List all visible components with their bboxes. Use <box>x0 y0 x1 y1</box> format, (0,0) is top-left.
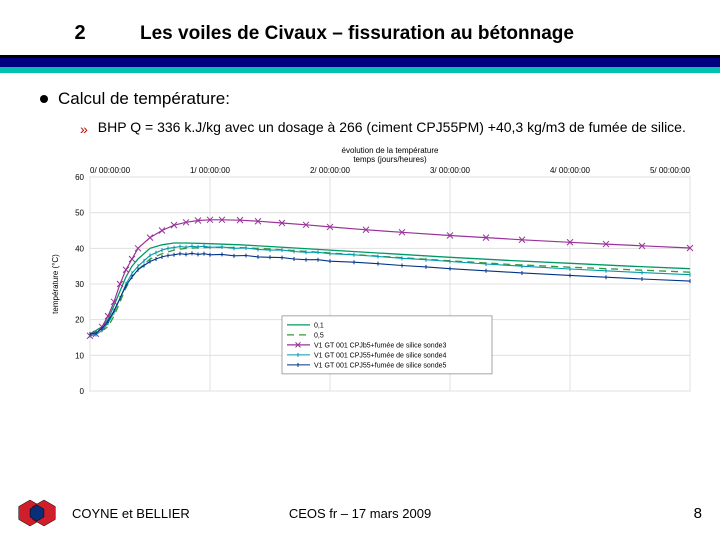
slide: 2 Les voiles de Civaux – fissuration au … <box>0 0 720 540</box>
bullet-dot-icon <box>40 95 48 103</box>
separator-bars <box>0 55 720 75</box>
page-number: 8 <box>694 505 702 522</box>
bar-teal <box>0 67 720 73</box>
svg-text:50: 50 <box>75 209 84 218</box>
svg-text:4/ 00:00:00: 4/ 00:00:00 <box>550 166 591 175</box>
svg-text:20: 20 <box>75 316 84 325</box>
temperature-chart: évolution de la températuretemps (jours/… <box>40 143 700 403</box>
svg-text:évolution de la température: évolution de la température <box>342 146 440 155</box>
svg-text:V1 GT 001 CPJ55+fumée de silic: V1 GT 001 CPJ55+fumée de silice sonde4 <box>314 352 446 359</box>
svg-text:60: 60 <box>75 173 84 182</box>
svg-text:5/ 00:00:00: 5/ 00:00:00 <box>650 166 691 175</box>
slide-footer: COYNE et BELLIER CEOS fr – 17 mars 2009 … <box>0 496 720 530</box>
section-number: 2 <box>20 22 140 45</box>
svg-text:0,1: 0,1 <box>314 322 324 329</box>
svg-text:10: 10 <box>75 351 84 360</box>
bullet-text: Calcul de température: <box>58 89 230 109</box>
footer-center: CEOS fr – 17 mars 2009 <box>289 506 431 521</box>
svg-text:0: 0 <box>80 387 85 396</box>
svg-text:0/ 00:00:00: 0/ 00:00:00 <box>90 166 131 175</box>
chart-container: évolution de la températuretemps (jours/… <box>40 143 690 408</box>
slide-body: Calcul de température: » BHP Q = 336 k.J… <box>0 89 720 408</box>
svg-text:2/ 00:00:00: 2/ 00:00:00 <box>310 166 351 175</box>
svg-text:3/ 00:00:00: 3/ 00:00:00 <box>430 166 471 175</box>
sub-bullet-text: BHP Q = 336 k.J/kg avec un dosage à 266 … <box>98 119 686 137</box>
footer-left: COYNE et BELLIER <box>72 506 190 521</box>
sub-bullet-row: » BHP Q = 336 k.J/kg avec un dosage à 26… <box>80 119 690 139</box>
bar-navy <box>0 58 720 67</box>
svg-text:1/ 00:00:00: 1/ 00:00:00 <box>190 166 231 175</box>
svg-text:0,5: 0,5 <box>314 332 324 339</box>
bullet-row: Calcul de température: <box>40 89 690 109</box>
slide-header: 2 Les voiles de Civaux – fissuration au … <box>0 0 720 53</box>
chevron-icon: » <box>80 119 88 139</box>
company-logo-icon <box>12 496 62 530</box>
svg-text:temps (jours/heures): temps (jours/heures) <box>353 155 427 164</box>
svg-text:40: 40 <box>75 244 84 253</box>
svg-text:30: 30 <box>75 280 84 289</box>
svg-text:V1 GT 001 CPJ55+fumée de silic: V1 GT 001 CPJ55+fumée de silice sonde5 <box>314 362 446 369</box>
svg-text:V1 GT 001 CPJb5+fumée de silic: V1 GT 001 CPJb5+fumée de silice sonde3 <box>314 342 446 349</box>
slide-title: Les voiles de Civaux – fissuration au bé… <box>140 23 700 45</box>
svg-text:température (°C): température (°C) <box>51 254 60 314</box>
